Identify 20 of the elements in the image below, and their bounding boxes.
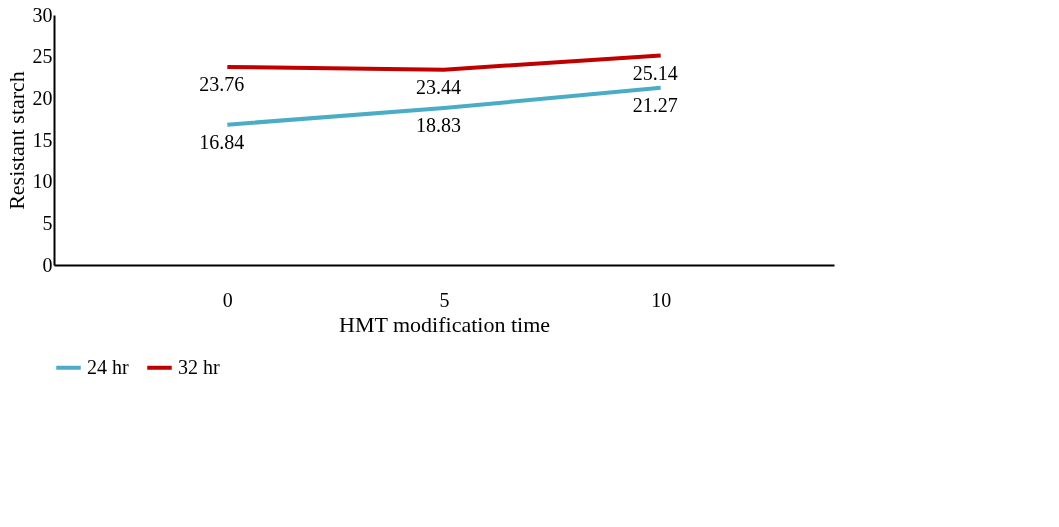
legend-label: 32 hr [178,355,220,378]
legend-label: 24 hr [87,355,129,378]
y-tick-label: 10 [32,170,53,193]
x-axis-title: HMT modification time [338,311,551,337]
y-tick-label: 5 [42,211,53,234]
data-label: 23.76 [199,73,245,95]
data-label: 18.83 [416,114,461,137]
data-label: 25.14 [632,61,678,84]
y-tick-label: 15 [32,128,53,151]
x-tick-label: 5 [439,288,450,311]
y-tick-label: 30 [32,3,53,26]
data-label: 21.27 [632,93,678,116]
data-label: 16.84 [199,130,245,153]
y-tick-label: 20 [32,86,53,109]
data-label: 23.44 [416,75,461,98]
x-tick-label: 0 [222,288,233,311]
y-axis-title: Resistant starch [3,71,29,210]
y-tick-label: 0 [42,253,53,276]
y-tick-label: 25 [32,45,53,68]
x-tick-label: 10 [651,288,672,311]
